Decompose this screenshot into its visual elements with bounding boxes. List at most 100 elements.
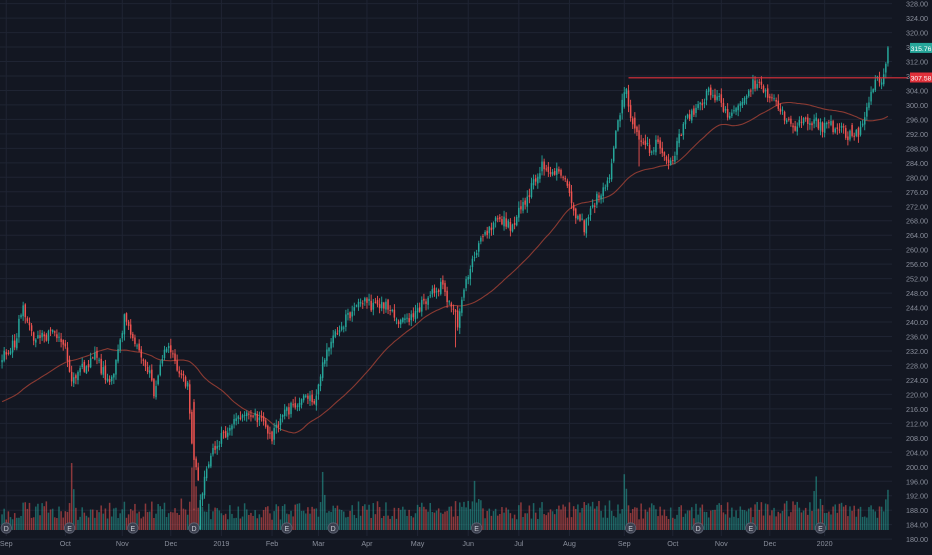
candle bbox=[564, 175, 566, 182]
volume-bar bbox=[355, 518, 358, 530]
volume-bar bbox=[361, 506, 364, 530]
event-marker[interactable]: E bbox=[127, 522, 139, 534]
candle bbox=[374, 297, 377, 304]
candle-body bbox=[1, 360, 3, 363]
price-tick-label: 196.00 bbox=[906, 477, 928, 486]
volume-bar bbox=[298, 503, 301, 530]
volume-bar bbox=[747, 508, 750, 530]
candle-body bbox=[583, 220, 585, 233]
candle-body bbox=[522, 202, 524, 211]
candle bbox=[463, 288, 465, 302]
event-marker[interactable]: D bbox=[188, 522, 200, 534]
candle-body bbox=[127, 321, 130, 326]
candle bbox=[688, 109, 691, 122]
volume-bar bbox=[110, 516, 113, 530]
candle bbox=[686, 113, 689, 120]
volume-bar bbox=[572, 506, 575, 530]
volume-bar bbox=[319, 502, 322, 530]
candle bbox=[368, 293, 370, 306]
candle-body bbox=[642, 142, 645, 144]
volume-bar bbox=[269, 513, 271, 530]
volume-bar bbox=[313, 508, 315, 530]
candle-body bbox=[334, 331, 337, 337]
candle-body bbox=[530, 183, 533, 198]
candle-body bbox=[608, 178, 611, 180]
volume-bar bbox=[256, 518, 259, 530]
candle bbox=[357, 298, 360, 311]
event-marker[interactable]: D bbox=[0, 522, 12, 534]
candle bbox=[669, 157, 672, 166]
candle-body bbox=[366, 298, 368, 303]
candle bbox=[75, 373, 77, 385]
candle-body bbox=[300, 399, 303, 405]
candle-body bbox=[549, 172, 552, 175]
volume-bar bbox=[359, 515, 362, 530]
volume-bar bbox=[591, 501, 594, 530]
candle-body bbox=[20, 315, 22, 318]
candle bbox=[602, 182, 604, 203]
volume-bar bbox=[389, 518, 391, 530]
candle bbox=[859, 121, 862, 137]
candle bbox=[317, 383, 320, 400]
event-marker[interactable]: E bbox=[471, 522, 483, 534]
candle-body bbox=[28, 322, 31, 326]
volume-bar bbox=[408, 509, 410, 530]
price-tick-label: 304.00 bbox=[906, 86, 928, 95]
volume-bar bbox=[402, 506, 404, 530]
candle bbox=[703, 98, 706, 109]
candle bbox=[777, 94, 780, 111]
volume-bar bbox=[309, 513, 311, 530]
candle-body bbox=[551, 172, 554, 175]
candle bbox=[612, 145, 615, 164]
volume-bar bbox=[769, 515, 771, 530]
candle-body bbox=[830, 121, 832, 125]
volume-bar bbox=[77, 519, 79, 530]
candle-body bbox=[587, 216, 590, 220]
candle bbox=[695, 104, 697, 118]
volume-bar bbox=[488, 508, 491, 530]
volume-bar bbox=[334, 508, 337, 530]
candle bbox=[505, 212, 507, 230]
candle bbox=[638, 124, 640, 167]
volume-bar bbox=[583, 502, 585, 530]
candle bbox=[796, 122, 799, 136]
candle-body bbox=[231, 425, 233, 430]
event-marker-letter: E bbox=[749, 526, 754, 533]
volume-bar bbox=[357, 501, 360, 530]
candle bbox=[665, 155, 668, 165]
candle bbox=[511, 223, 514, 233]
volume-bar bbox=[64, 511, 67, 530]
candle-body bbox=[336, 333, 339, 335]
candle-body bbox=[260, 416, 263, 418]
candle bbox=[66, 342, 69, 368]
event-marker[interactable]: D bbox=[692, 522, 704, 534]
candle bbox=[167, 342, 170, 354]
candle bbox=[726, 103, 729, 121]
price-axis[interactable]: 180.00 184.00 188.00 192.00 196.00 200.00 204.… bbox=[906, 0, 928, 544]
time-axis[interactable]: Sep Oct Nov Dec 2019 Feb Mar Apr May Jun Jul Aug Sep… bbox=[0, 539, 833, 548]
candle bbox=[309, 390, 311, 406]
volume-bar bbox=[39, 515, 41, 530]
volume-bar bbox=[665, 516, 668, 530]
candle-body bbox=[836, 127, 839, 129]
volume-bar bbox=[836, 512, 839, 530]
event-marker[interactable]: E bbox=[63, 522, 76, 534]
candle-body bbox=[39, 335, 41, 338]
price-tick-label: 296.00 bbox=[906, 115, 928, 124]
candle bbox=[96, 347, 98, 365]
event-marker[interactable]: E bbox=[745, 522, 757, 534]
candle-body bbox=[315, 395, 318, 406]
candle bbox=[826, 121, 828, 129]
volume-bar bbox=[680, 505, 682, 530]
volume-bar bbox=[496, 515, 499, 530]
event-marker[interactable]: E bbox=[625, 522, 637, 534]
event-marker[interactable]: E bbox=[814, 522, 827, 534]
event-marker[interactable]: E bbox=[281, 522, 293, 534]
candle-body bbox=[98, 359, 100, 361]
candle bbox=[305, 393, 307, 399]
candle bbox=[311, 390, 313, 406]
event-marker[interactable]: D bbox=[327, 522, 339, 534]
candle bbox=[807, 113, 809, 131]
